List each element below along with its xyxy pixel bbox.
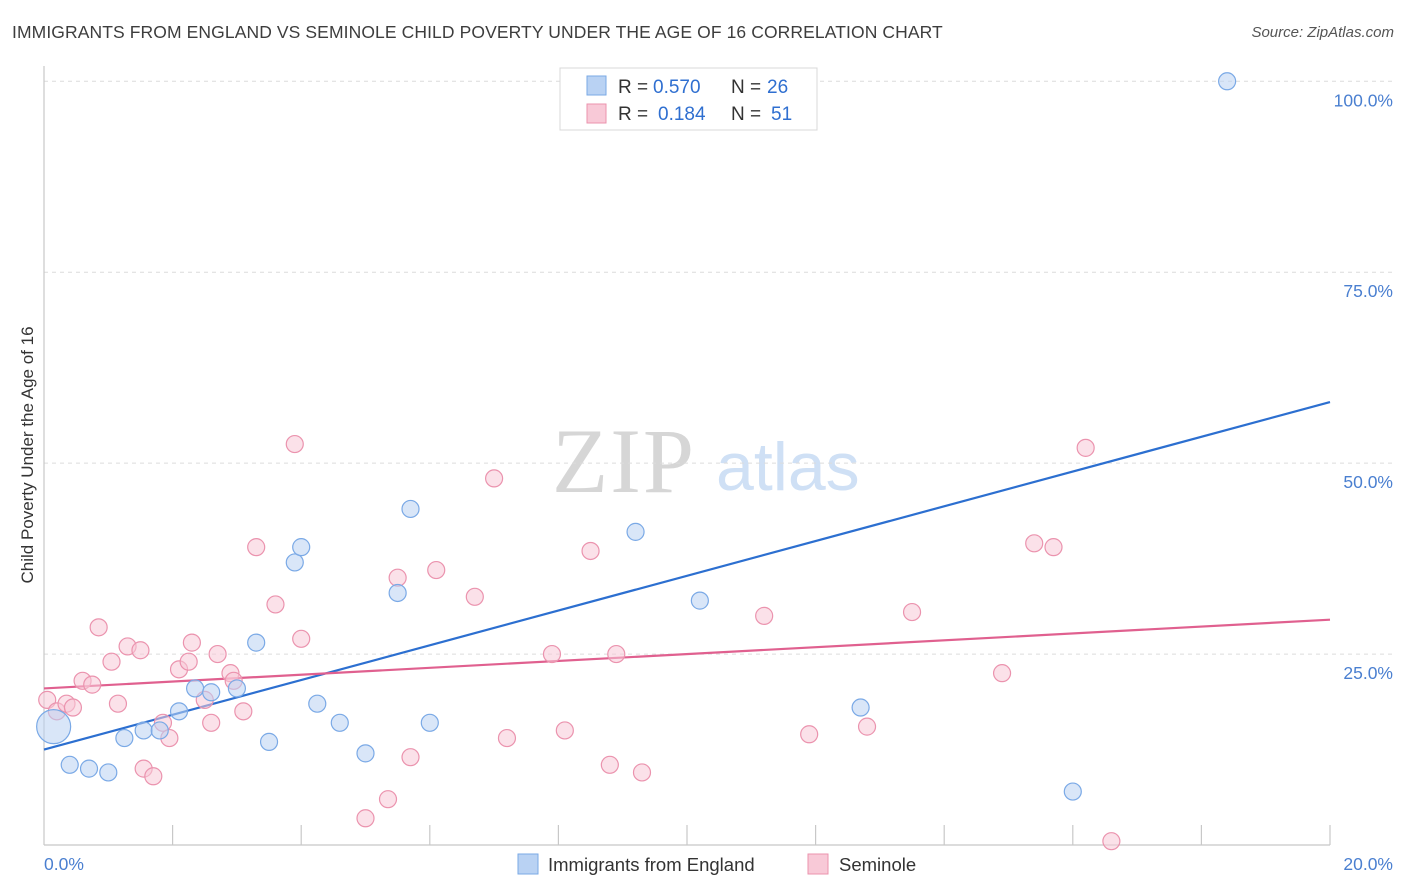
seminole-point-33	[465, 587, 484, 606]
legend-swatch-seminole	[586, 103, 607, 124]
seminole-point-27	[292, 629, 311, 648]
england-point-25	[1218, 72, 1237, 91]
y-tick-label-100: 100.0%	[1334, 90, 1393, 110]
x-ticks	[172, 825, 1331, 845]
england-point-14	[292, 538, 311, 557]
y-axis-label: Child Poverty Under the Age of 16	[18, 326, 37, 583]
seminole-point-36	[542, 644, 562, 664]
legend-n-label-seminole: N =	[731, 104, 761, 125]
y-tick-label-75: 75.0%	[1343, 281, 1393, 301]
trend-line-england	[43, 400, 1331, 751]
seminole-point-5	[83, 675, 102, 694]
source-credit: Source: ZipAtlas.com	[1251, 24, 1394, 41]
england-point-15	[308, 694, 327, 713]
legend-r-label-england: R =	[618, 77, 648, 98]
legend-r-value-england: 0.570	[653, 77, 701, 98]
legend-r-value-seminole: 0.184	[658, 104, 706, 125]
x-tick-label-max: 20.0%	[1343, 854, 1393, 874]
stats-legend: R = 0.570 N = 26 R = 0.184 N = 51	[559, 67, 818, 131]
y-tick-label-25: 25.0%	[1343, 663, 1393, 683]
seminole-point-19	[202, 713, 221, 732]
england-point-1	[60, 755, 79, 774]
seminole-point-17	[182, 633, 201, 652]
england-point-4	[115, 728, 134, 748]
series-legend-swatch-england	[517, 853, 539, 875]
seminole-point-31	[401, 748, 420, 767]
seminole-point-20	[208, 644, 227, 664]
seminole-point-23	[234, 702, 253, 721]
england-point-8	[186, 679, 205, 698]
england-point-20	[420, 713, 439, 732]
seminole-point-16	[179, 652, 198, 671]
seminole-point-6	[89, 618, 108, 637]
seminole-point-45	[902, 602, 922, 622]
legend-swatch-england	[586, 75, 607, 96]
watermark-atlas: atlas	[716, 429, 860, 505]
trend-lines	[43, 400, 1331, 751]
series-legend-label-seminole: Seminole	[839, 854, 916, 875]
england-point-11	[247, 633, 266, 652]
england-point-3	[99, 763, 118, 782]
y-tick-label-50: 50.0%	[1343, 472, 1393, 492]
legend-n-value-england: 26	[767, 77, 788, 98]
series-legend: Immigrants from England Seminole	[517, 853, 916, 875]
seminole-point-49	[1076, 438, 1095, 457]
england-point-12	[259, 732, 279, 751]
seminole-point-46	[992, 664, 1012, 683]
legend-n-label-england: N =	[731, 77, 761, 98]
seminole-point-48	[1044, 538, 1063, 557]
seminole-point-35	[497, 728, 517, 748]
seminole-point-38	[581, 541, 600, 561]
england-point-6	[150, 721, 169, 740]
seminole-point-8	[108, 694, 128, 713]
england-point-22	[690, 591, 709, 610]
data-points	[36, 72, 1237, 851]
series-legend-label-england: Immigrants from England	[548, 854, 755, 875]
england-point-24	[1063, 782, 1082, 801]
seminole-point-25	[266, 595, 285, 614]
seminole-point-28	[356, 809, 375, 828]
seminole-point-40	[607, 644, 626, 664]
seminole-point-41	[632, 763, 652, 782]
seminole-point-32	[427, 560, 446, 580]
england-point-17	[356, 744, 375, 763]
legend-n-value-seminole: 51	[771, 104, 792, 125]
england-point-9	[202, 683, 221, 702]
seminole-point-43	[800, 725, 819, 744]
y-tick-labels: 25.0% 50.0% 75.0% 100.0%	[1334, 90, 1393, 683]
trend-line-seminole	[43, 618, 1331, 690]
england-point-7	[169, 702, 189, 721]
legend-r-label-seminole: R =	[618, 104, 648, 125]
seminole-point-10	[131, 641, 150, 660]
watermark-zip: ZIP	[552, 410, 696, 512]
england-point-2	[79, 759, 99, 778]
chart-title: IMMIGRANTS FROM ENGLAND VS SEMINOLE CHIL…	[12, 22, 943, 42]
england-point-5	[134, 721, 153, 740]
seminole-point-12	[144, 767, 163, 786]
seminole-point-44	[857, 717, 877, 736]
seminole-point-3	[63, 698, 83, 717]
seminole-point-34	[485, 469, 504, 488]
england-point-18	[388, 583, 407, 603]
seminole-point-26	[285, 434, 304, 454]
seminole-point-37	[555, 721, 574, 740]
series-legend-swatch-seminole	[807, 853, 829, 875]
seminole-point-29	[378, 790, 398, 809]
seminole-point-50	[1102, 832, 1121, 851]
england-point-0	[36, 709, 72, 745]
england-point-13	[285, 553, 304, 572]
seminole-point-39	[600, 755, 619, 774]
england-point-16	[330, 713, 349, 732]
seminole-point-24	[247, 538, 266, 557]
england-point-10	[227, 679, 246, 698]
seminole-point-42	[755, 606, 774, 625]
x-tick-label-min: 0.0%	[44, 854, 84, 874]
seminole-point-30	[388, 568, 407, 587]
england-point-21	[626, 522, 645, 541]
seminole-point-7	[102, 652, 121, 671]
seminole-point-47	[1025, 534, 1044, 553]
england-point-19	[401, 499, 420, 519]
england-point-23	[851, 698, 870, 717]
